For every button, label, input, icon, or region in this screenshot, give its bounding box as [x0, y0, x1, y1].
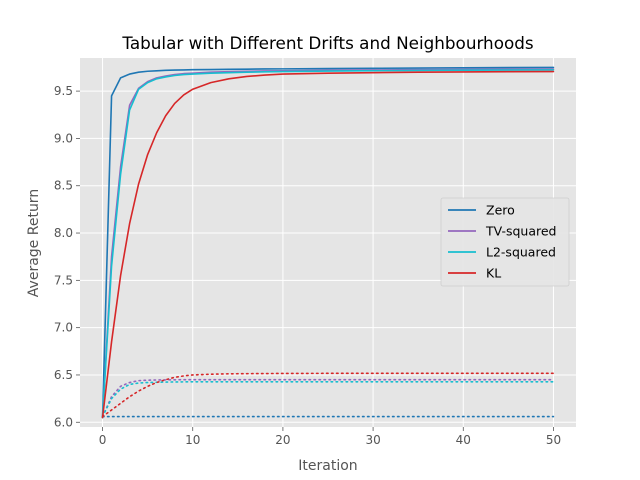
chart-title: Tabular with Different Drifts and Neighb…: [121, 33, 533, 53]
series-line-kl: [101, 70, 555, 419]
x-tick-label: 10: [185, 433, 200, 447]
legend-label: KL: [486, 266, 501, 281]
series-line-l2-squared: [101, 69, 555, 419]
y-tick-label: 6.0: [54, 415, 73, 429]
legend-label: TV-squared: [485, 224, 556, 239]
legend-label: Zero: [486, 203, 515, 218]
legend: Zero TV-squared L2-squared KL: [440, 197, 570, 287]
y-tick-label: 7.0: [54, 321, 73, 335]
series-line-dotted-6: [101, 380, 555, 418]
x-tick-label: 20: [275, 433, 290, 447]
y-axis-label: Average Return: [26, 189, 42, 297]
x-axis-ticks: 0 10 20 30 40 50: [99, 427, 561, 447]
legend-label: L2-squared: [486, 245, 556, 260]
series-line-dotted-7: [101, 372, 555, 418]
series-line-zero: [101, 66, 555, 419]
legend-box: [440, 197, 570, 287]
y-tick-label: 8.5: [54, 179, 73, 193]
x-tick-label: 40: [456, 433, 471, 447]
y-tick-label: 9.5: [54, 84, 73, 98]
x-tick-label: 0: [99, 433, 107, 447]
x-tick-label: 30: [365, 433, 380, 447]
y-axis-ticks: 6.0 6.5 7.0 7.5 8.0 8.5 9.0 9.5: [54, 84, 80, 429]
x-axis-label: Iteration: [298, 458, 357, 474]
x-tick-label: 50: [546, 433, 561, 447]
y-tick-label: 8.0: [54, 226, 73, 240]
grid: [80, 58, 576, 427]
series-line-dotted-5: [101, 378, 555, 418]
series-layer: [101, 66, 555, 419]
y-tick-label: 9.0: [54, 131, 73, 145]
y-tick-label: 7.5: [54, 273, 73, 287]
y-tick-label: 6.5: [54, 368, 73, 382]
